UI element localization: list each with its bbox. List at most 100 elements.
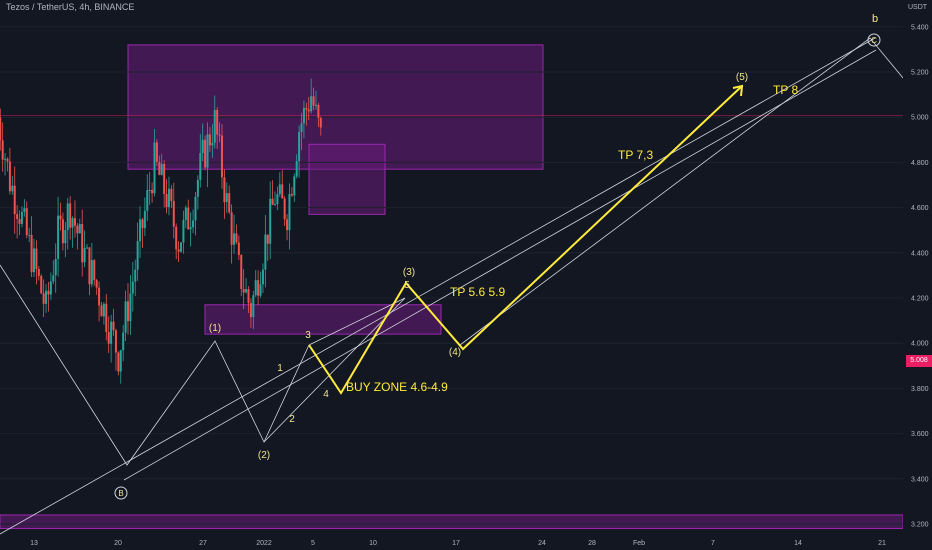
channel-line-lower bbox=[123, 49, 877, 481]
candle-body bbox=[129, 293, 132, 322]
candle-body bbox=[119, 350, 122, 372]
candle-body bbox=[184, 207, 187, 220]
candle-body bbox=[194, 196, 197, 221]
candle-body bbox=[28, 234, 31, 236]
price-tick-label: 5.400 bbox=[911, 24, 929, 31]
candle-body bbox=[288, 194, 291, 231]
candle-body bbox=[131, 281, 134, 294]
candle-body bbox=[286, 219, 289, 231]
candle-body bbox=[216, 109, 219, 135]
wave-5-label: (5) bbox=[736, 72, 748, 83]
candle-body bbox=[45, 290, 48, 304]
time-tick-label: 28 bbox=[588, 540, 596, 547]
candle-body bbox=[88, 247, 91, 285]
candle-body bbox=[37, 268, 40, 276]
candle-body bbox=[160, 164, 163, 175]
candle-body bbox=[57, 215, 60, 259]
projection-layer bbox=[308, 84, 744, 395]
elliott-wave-path bbox=[0, 264, 310, 466]
candle-body bbox=[247, 289, 250, 304]
time-axis: 13 20 27 2022 5 10 17 24 28 Feb 7 14 21 bbox=[30, 540, 886, 547]
candle-body bbox=[105, 303, 108, 332]
grid-layer bbox=[0, 26, 903, 525]
candle-body bbox=[83, 248, 86, 263]
candle-body bbox=[278, 184, 281, 195]
channel-line-inner bbox=[263, 297, 406, 443]
candle-body bbox=[254, 280, 257, 296]
candle-body bbox=[93, 260, 96, 281]
candle-body bbox=[228, 193, 231, 213]
time-tick-label: 5 bbox=[311, 540, 315, 547]
candle-body bbox=[213, 109, 216, 143]
price-tick-label: 4.200 bbox=[911, 296, 929, 303]
candle-body bbox=[86, 247, 89, 249]
wave-c-label: C bbox=[871, 36, 877, 45]
price-tick-label: 5.000 bbox=[911, 115, 929, 122]
candle-body bbox=[242, 288, 245, 293]
candle-body bbox=[69, 203, 72, 228]
wave-3-label: (3) bbox=[403, 267, 415, 278]
wave-1-label: (1) bbox=[209, 323, 221, 334]
price-tick-label: 3.400 bbox=[911, 476, 929, 483]
wave-c-circle bbox=[867, 33, 881, 47]
candle-body bbox=[136, 241, 139, 270]
subwave-2-label: 2 bbox=[289, 414, 295, 425]
candle-body bbox=[245, 289, 248, 293]
price-tick-label: 3.800 bbox=[911, 386, 929, 393]
zones-layer bbox=[0, 44, 904, 530]
candle-body bbox=[163, 164, 166, 195]
candle-body bbox=[204, 139, 207, 168]
price-tick-label: 4.800 bbox=[911, 160, 929, 167]
candle-body bbox=[107, 331, 110, 344]
price-axis: 3.200 3.400 3.600 3.800 4.000 4.200 4.400 4.600… bbox=[903, 0, 932, 550]
trendlines-layer bbox=[0, 37, 904, 535]
time-tick-label: 10 bbox=[369, 540, 377, 547]
zone-buy-zone bbox=[308, 143, 386, 215]
projection-path bbox=[308, 85, 743, 395]
tp2-label: TP 7,3 bbox=[618, 148, 653, 162]
candle-body bbox=[274, 204, 276, 206]
candle-body bbox=[16, 214, 19, 219]
candle-body bbox=[252, 295, 255, 318]
candle-body bbox=[81, 224, 84, 263]
candle-body bbox=[52, 275, 55, 282]
subwave-5-label: 5 bbox=[404, 280, 410, 291]
candle-body bbox=[114, 330, 117, 353]
wave-c-path bbox=[459, 37, 904, 346]
wave-labels-layer: B (1) (2) (3) (4) (5) Cb 1 2 3 4 5 BUY ZONE 4.6-4.9 T… bbox=[114, 13, 881, 500]
candle-body bbox=[59, 215, 62, 220]
candle-body bbox=[155, 142, 158, 162]
candle-body bbox=[293, 176, 296, 196]
candle-body bbox=[167, 188, 170, 208]
candle-body bbox=[264, 234, 267, 270]
candle-body bbox=[180, 242, 183, 252]
candle-body bbox=[122, 332, 125, 351]
candle-body bbox=[312, 96, 315, 106]
candle-body bbox=[30, 234, 33, 273]
candle-body bbox=[33, 248, 35, 273]
candle-body bbox=[283, 198, 286, 220]
candle-body bbox=[208, 134, 211, 146]
candle-body bbox=[310, 96, 313, 112]
candle-body bbox=[235, 233, 238, 243]
wave-4-label: (4) bbox=[449, 347, 461, 358]
channel-line-upper bbox=[0, 37, 876, 535]
candle-body bbox=[54, 258, 57, 276]
candle-body bbox=[175, 226, 178, 250]
candle-body bbox=[143, 210, 146, 229]
price-tick-label: 3.600 bbox=[911, 431, 929, 438]
candle-body bbox=[233, 233, 236, 245]
tp1-label: TP 5.6 5.9 bbox=[450, 285, 505, 299]
candle-body bbox=[11, 185, 14, 192]
candle-body bbox=[73, 218, 76, 226]
candle-body bbox=[249, 303, 252, 318]
wave-2-label: (2) bbox=[258, 450, 270, 461]
candle-body bbox=[153, 142, 156, 194]
wave-b-label: B bbox=[118, 489, 123, 498]
candle-body bbox=[117, 352, 120, 372]
candle-body bbox=[170, 188, 173, 201]
wave-b-small-label: b bbox=[872, 13, 878, 25]
candle-body bbox=[95, 280, 98, 288]
